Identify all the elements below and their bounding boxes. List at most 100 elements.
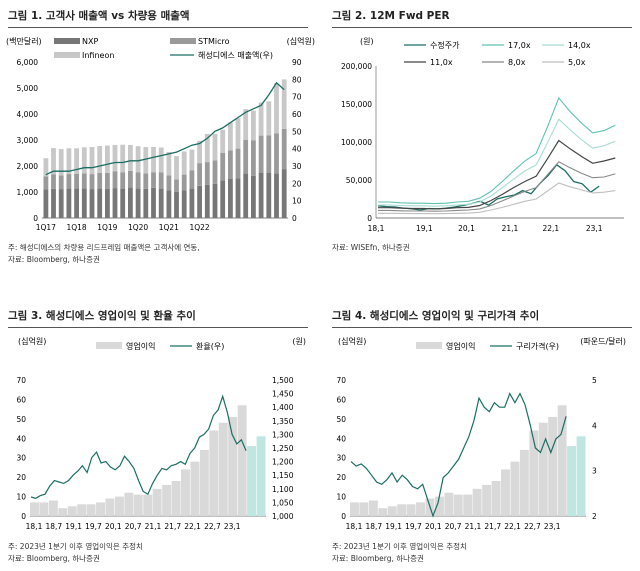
y-tick-label: 60 — [16, 395, 26, 404]
source-note: 자료: WISEfn, 하나증권 — [332, 243, 410, 252]
legend-label: 14,0x — [568, 41, 591, 50]
fwd-per-chart: (원) 0 50,000 100,000 150,000 200,000 18,1 19,1 2… — [341, 37, 624, 233]
bar-infineon — [258, 102, 264, 136]
bar-stmicro — [212, 160, 218, 184]
bar-stmicro — [97, 173, 103, 189]
y-tick-label: 0 — [33, 214, 38, 223]
x-tick-label: 20,7 — [445, 522, 462, 531]
y-tick-label: 1,000 — [17, 188, 39, 197]
op-profit-bar — [48, 500, 58, 516]
bar-infineon — [105, 145, 110, 173]
bar-nxp — [89, 189, 95, 218]
x-tick-label: 23,1 — [544, 522, 561, 531]
op-profit-bar — [576, 436, 586, 516]
bar-nxp — [97, 188, 103, 218]
x-tick-label: 21,7 — [164, 522, 181, 531]
x-tick-label: 20,1 — [425, 522, 442, 531]
bar-stmicro — [158, 172, 164, 189]
customer-sales-chart: (백만달러) (십억원) 0 1,000 2,000 3,000 4,000 5,000 6,0… — [6, 36, 315, 232]
y2-tick-label: 1,350 — [272, 417, 294, 426]
bar-nxp — [81, 188, 87, 218]
bar-stmicro — [112, 171, 118, 189]
bar-stmicro — [58, 175, 64, 190]
y2-tick-label: 40 — [292, 145, 302, 154]
op-profit-bar — [133, 494, 143, 516]
y-tick-label: 10 — [16, 493, 26, 502]
op-profit-bar — [162, 484, 172, 516]
y2-tick-label: 1,050 — [272, 498, 294, 507]
footnote: 주: 해성디에스의 차량용 리드프레임 매출액은 고객사에 연동, — [8, 243, 200, 252]
x-tick-label: 18,1 — [368, 224, 385, 233]
bar-stmicro — [105, 172, 110, 189]
bar-nxp — [204, 184, 210, 218]
per-line — [378, 96, 616, 205]
bar-nxp — [51, 188, 56, 218]
y2-tick-label: 70 — [292, 93, 302, 102]
op-profit-bar — [181, 469, 190, 516]
op-profit-bar — [548, 416, 558, 516]
bar-stmicro — [251, 140, 256, 176]
op-profit-bar — [39, 502, 49, 516]
bar-infineon — [212, 133, 218, 161]
y2-tick-label: 20 — [292, 179, 302, 188]
x-tick-label: 18,1 — [346, 522, 363, 531]
panel-customer-sales: 그림 1. 고객사 매출액 vs 차량용 매출액 (백만달러) (십억원) 0 1,0… — [0, 0, 320, 290]
y2-tick-label: 10 — [292, 197, 302, 206]
x-tick-label: 1Q17 — [36, 223, 56, 232]
panel-fwd-per: 그림 2. 12M Fwd PER (원) 0 50,000 100,000 150,0… — [320, 0, 640, 290]
right-axis-unit: (십억원) — [287, 36, 315, 46]
op-profit-bar — [218, 422, 228, 516]
bar-stmicro — [197, 163, 202, 186]
bar-nxp — [143, 188, 149, 218]
bar-stmicro — [135, 172, 141, 189]
y2-tick-label: 1,100 — [272, 485, 294, 494]
y-tick-label: 200,000 — [341, 62, 372, 71]
op-profit-bar — [58, 508, 68, 516]
op-profit-bar — [491, 481, 501, 516]
x-tick-label: 1Q21 — [159, 223, 179, 232]
x-tick-label: 22,1 — [504, 522, 521, 531]
bar-nxp — [151, 187, 156, 218]
op-profit-bar — [501, 469, 510, 516]
bar-stmicro — [266, 135, 272, 173]
op-profit-bar — [96, 502, 105, 516]
y-tick-label: 6,000 — [17, 58, 39, 67]
legend-label: 환율(우) — [196, 341, 224, 351]
bar-stmicro — [120, 172, 126, 189]
op-profit-bar — [115, 496, 124, 516]
op-profit-bar — [152, 488, 162, 516]
y-tick-label: 30 — [16, 454, 26, 463]
bar-stmicro — [204, 162, 210, 185]
x-tick-label: 19,7 — [405, 522, 422, 531]
bar-stmicro — [243, 139, 249, 174]
op-profit-bar — [444, 492, 454, 516]
op-profit-bar — [472, 488, 482, 516]
y-tick-label: 30 — [336, 454, 346, 463]
bar-stmicro — [81, 173, 87, 189]
y-tick-label: 4,000 — [17, 110, 39, 119]
footnote: 주: 2023년 1분기 이후 영업이익은 추정치 — [332, 542, 467, 551]
op-profit-bar — [143, 494, 153, 516]
bar-infineon — [74, 148, 79, 174]
bar-stmicro — [51, 174, 56, 189]
bar-infineon — [266, 101, 272, 136]
bar-infineon — [281, 79, 287, 129]
op-profit-bar — [228, 416, 238, 516]
x-tick-label: 23,1 — [224, 522, 241, 531]
op-profit-bar — [519, 449, 529, 516]
x-tick-label: 22,1 — [542, 224, 559, 233]
x-tick-label: 22,7 — [204, 522, 221, 531]
op-profit-bar — [190, 461, 200, 516]
per-line — [378, 161, 616, 212]
legend-swatch — [416, 342, 442, 349]
y2-tick-label: 90 — [292, 58, 302, 67]
bar-infineon — [58, 149, 64, 176]
op-profit-bar — [359, 502, 369, 516]
bar-infineon — [135, 146, 141, 173]
y2-tick-label: 4 — [592, 421, 597, 430]
source-note: 자료: Bloomberg, 하나증권 — [8, 554, 100, 563]
x-tick-label: 19,1 — [65, 522, 82, 531]
op-profit-bar — [397, 504, 407, 516]
x-tick-label: 19,1 — [385, 522, 402, 531]
bar-stmicro — [274, 133, 279, 174]
